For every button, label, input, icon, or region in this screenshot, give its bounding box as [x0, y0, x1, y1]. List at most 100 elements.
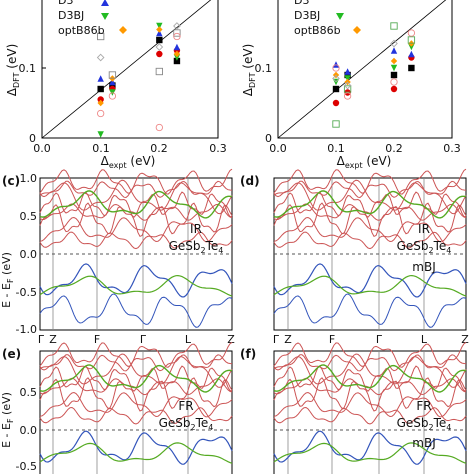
panel-d-annot-2: GeSb2Te4 — [397, 239, 452, 255]
panel-a-xtick-1: 0.1 — [92, 142, 110, 155]
conduction-band-7 — [39, 341, 233, 368]
panel-b-ylabel: ΔDFT (eV) — [241, 44, 257, 97]
panel-a-points — [96, 22, 181, 138]
point-black-0 — [332, 85, 340, 93]
point-open-circle-2 — [155, 123, 163, 132]
point-open-diamond-2 — [390, 39, 398, 48]
point-D3-2 — [390, 47, 398, 54]
point-open-circle-3 — [407, 29, 416, 37]
point-open-circle-0 — [97, 109, 105, 118]
conduction-band-0 — [273, 231, 467, 250]
panel-b-legend: D3 D3BJ optB86b — [294, 0, 361, 37]
panel-b: D3 D3BJ optB86b 0 0.1 0.0 0.1 0.2 0.3 Δe… — [241, 0, 461, 170]
panel-c-bands — [39, 168, 233, 330]
legend-a-optb86b: optB86b — [58, 24, 105, 37]
point-open-diamond-2 — [173, 22, 181, 30]
conduction-band-0 — [39, 406, 233, 425]
panel-b-xtick-2: 0.2 — [385, 142, 403, 155]
panel-c-ytick-3: 0.5 — [20, 210, 38, 223]
point-D3BJ-0 — [97, 131, 104, 138]
point-open-circle-0 — [332, 64, 340, 72]
point-black-0 — [97, 85, 104, 93]
valence-band-lower — [273, 293, 467, 328]
panel-a-xtick-0: 0.0 — [33, 142, 51, 155]
point-red-0 — [97, 96, 104, 103]
panel-f: (f) FR GeSb2Te4 mBJ — [240, 341, 467, 474]
legend-b-d3: D3 — [294, 0, 309, 7]
conduction-band-2 — [273, 202, 467, 238]
legend-b-d3bj: D3BJ — [294, 9, 320, 22]
panel-c-ytick-2: 0.0 — [20, 248, 38, 261]
panel-e-annot-2: GeSb2Te4 — [159, 416, 214, 432]
valence-band-top — [39, 263, 233, 298]
conduction-band-6 — [273, 354, 467, 372]
panel-f-label: (f) — [240, 347, 256, 361]
point-open-square-0 — [332, 120, 340, 128]
panel-b-xlabel: Δexpt (eV) — [337, 154, 392, 170]
panel-b-points — [332, 22, 416, 128]
point-open-diamond-1 — [343, 81, 352, 90]
valence-band-lower — [39, 293, 233, 328]
panel-b-ytick-0: 0 — [265, 132, 272, 145]
point-black-3 — [173, 57, 181, 65]
conduction-band-2 — [39, 377, 233, 412]
point-red-2 — [156, 50, 163, 58]
panel-d-kpoint-3: Γ — [376, 333, 383, 346]
point-open-square-1 — [108, 71, 117, 79]
conduction-band-hybrid — [273, 190, 467, 219]
panel-c-kpoint-1: Z — [49, 333, 57, 346]
point-D3-3 — [408, 50, 415, 58]
conduction-band-6 — [273, 180, 467, 199]
panel-e-ytick-1: 0.0 — [20, 424, 38, 437]
point-open-circle-1 — [343, 92, 352, 100]
panel-e: (e) -0.5 0.0 0.5 E - EF (eV) FR GeSb2Te4 — [0, 341, 233, 474]
conduction-band-6 — [39, 354, 233, 372]
point-open-circle-2 — [390, 78, 398, 86]
legend-a-optb86b-marker — [119, 26, 127, 34]
point-open-square-0 — [97, 32, 105, 41]
panel-e-annot-1: FR — [178, 399, 193, 413]
point-optB86b-2 — [390, 57, 398, 65]
point-D3BJ-2 — [156, 22, 163, 30]
point-black-1 — [344, 71, 351, 79]
legend-a-d3bj: D3BJ — [58, 9, 84, 22]
conduction-band-1 — [273, 391, 467, 418]
panel-c-kpoint-3: Γ — [140, 333, 147, 346]
panel-a-xtick-2: 0.2 — [150, 142, 168, 155]
panel-e-label: (e) — [2, 347, 21, 361]
valence-band-hybrid — [273, 442, 467, 464]
point-red-0 — [332, 99, 340, 107]
panel-b-ytick-1: 0.1 — [255, 62, 273, 75]
point-optB86b-3 — [173, 50, 181, 58]
conduction-band-hybrid — [273, 364, 467, 393]
panel-b-xtick-0: 0.0 — [269, 142, 287, 155]
panel-d-annot-3: mBJ — [412, 260, 435, 274]
conduction-band-4 — [273, 191, 467, 218]
point-D3BJ-2 — [390, 64, 398, 72]
legend-a-d3-marker — [101, 0, 109, 6]
panel-f-bands — [273, 341, 467, 474]
conduction-band-0 — [39, 231, 233, 250]
point-red-2 — [390, 85, 398, 93]
point-black-1 — [109, 82, 116, 89]
point-D3BJ-3 — [173, 54, 181, 61]
panel-b-xtick-1: 0.1 — [327, 142, 345, 155]
panel-c: (c) -1.0 -0.5 0.0 0.5 1.0 E - EF (eV) IR… — [0, 168, 235, 346]
panel-d-annot-1: IR — [418, 222, 430, 236]
point-black-2 — [390, 71, 398, 79]
point-D3-2 — [156, 29, 163, 37]
point-optB86b-0 — [97, 99, 104, 107]
point-D3BJ-1 — [344, 75, 351, 82]
legend-a-d3bj-marker — [101, 13, 109, 20]
legend-b-optb86b-marker — [353, 26, 361, 34]
panel-c-ylabel: E - EF (eV) — [0, 252, 15, 308]
panel-f-annot-2: GeSb2Te4 — [397, 416, 452, 432]
point-D3-1 — [344, 68, 351, 75]
panel-c-annot-2: GeSb2Te4 — [169, 239, 224, 255]
panel-d-kpoint-0: Γ — [273, 333, 280, 346]
valence-band-hybrid — [273, 274, 467, 297]
conduction-band-7 — [39, 168, 233, 195]
conduction-band-hybrid — [39, 364, 233, 393]
conduction-band-1 — [273, 216, 467, 243]
conduction-band-4 — [273, 365, 467, 392]
